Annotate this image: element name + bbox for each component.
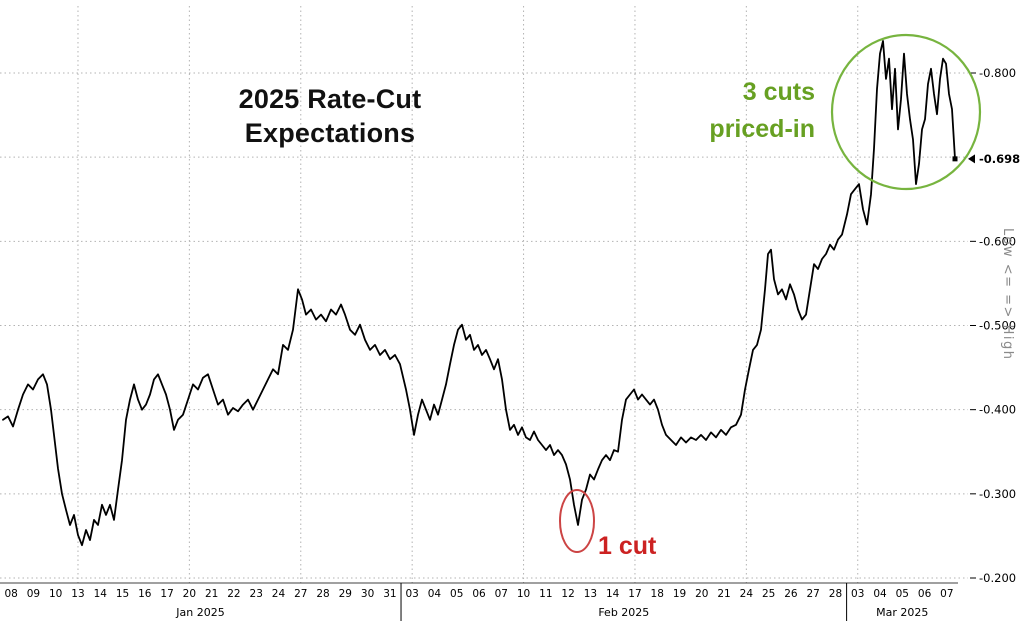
x-day-label: 03 (405, 588, 418, 600)
x-day-label: 31 (383, 588, 396, 600)
x-day-label: 07 (495, 588, 508, 600)
y-axis-label: -0.400 (979, 403, 1016, 417)
last-point-marker (952, 156, 958, 162)
three-cuts-circle (830, 33, 982, 191)
x-day-label: 15 (116, 588, 129, 600)
x-day-label: 05 (896, 588, 909, 600)
x-day-label: 13 (71, 588, 84, 600)
x-day-label: 27 (294, 588, 307, 600)
annotation-three-cuts-line1: 3 cuts (742, 78, 815, 106)
x-day-label: 27 (806, 588, 819, 600)
x-day-label: 11 (539, 588, 552, 600)
x-day-label: 29 (339, 588, 352, 600)
y-axis-label: -0.500 (979, 319, 1016, 333)
x-day-label: 10 (517, 588, 530, 600)
x-day-label: 18 (651, 588, 664, 600)
x-day-label: 20 (183, 588, 196, 600)
x-day-label: 04 (873, 588, 887, 600)
x-day-label: 14 (606, 588, 620, 600)
y-axis-label: -0.800 (979, 66, 1016, 80)
axis-side-label: Low <= => High (1000, 228, 1015, 361)
x-day-label: 13 (584, 588, 597, 600)
x-day-label: 03 (851, 588, 864, 600)
x-day-label: 09 (27, 588, 40, 600)
annotation-one-cut: 1 cut (598, 532, 657, 560)
x-day-label: 16 (138, 588, 152, 600)
chart-title-line1: 2025 Rate-Cut (238, 84, 422, 114)
price-line (2, 40, 956, 547)
x-day-label: 20 (695, 588, 708, 600)
chart-title: 2025 Rate-Cut Expectations (160, 82, 500, 150)
x-month-label: Jan 2025 (175, 606, 224, 619)
x-day-label: 07 (940, 588, 953, 600)
x-month-label: Feb 2025 (598, 606, 649, 619)
chart-title-line2: Expectations (244, 118, 416, 148)
x-day-label: 21 (205, 588, 218, 600)
y-axis-last-value-label: -0.698 (979, 152, 1020, 166)
x-day-label: 28 (316, 588, 329, 600)
x-day-label: 25 (762, 588, 775, 600)
x-month-label: Mar 2025 (876, 606, 928, 619)
y-axis-label: -0.200 (979, 571, 1016, 585)
x-day-label: 26 (784, 588, 798, 600)
x-day-label: 17 (628, 588, 641, 600)
x-day-label: 22 (227, 588, 240, 600)
x-day-label: 17 (160, 588, 173, 600)
one-cut-circle (559, 489, 595, 553)
x-day-label: 23 (250, 588, 263, 600)
x-day-label: 28 (829, 588, 842, 600)
x-day-label: 04 (428, 588, 442, 600)
last-value-marker (968, 154, 975, 164)
x-day-label: 06 (918, 588, 932, 600)
annotation-three-cuts-line2: priced-in (709, 115, 815, 143)
x-day-label: 10 (49, 588, 62, 600)
x-day-label: 06 (472, 588, 486, 600)
x-day-label: 24 (272, 588, 286, 600)
x-day-label: 08 (4, 588, 17, 600)
y-axis-label: -0.600 (979, 234, 1016, 248)
annotation-three-cuts: 3 cuts priced-in (635, 74, 815, 148)
x-day-label: 19 (673, 588, 686, 600)
x-day-label: 12 (561, 588, 574, 600)
x-day-label: 24 (740, 588, 754, 600)
x-day-label: 05 (450, 588, 463, 600)
x-day-label: 21 (717, 588, 730, 600)
y-axis-label: -0.300 (979, 487, 1016, 501)
x-day-label: 30 (361, 588, 374, 600)
x-day-label: 14 (94, 588, 108, 600)
